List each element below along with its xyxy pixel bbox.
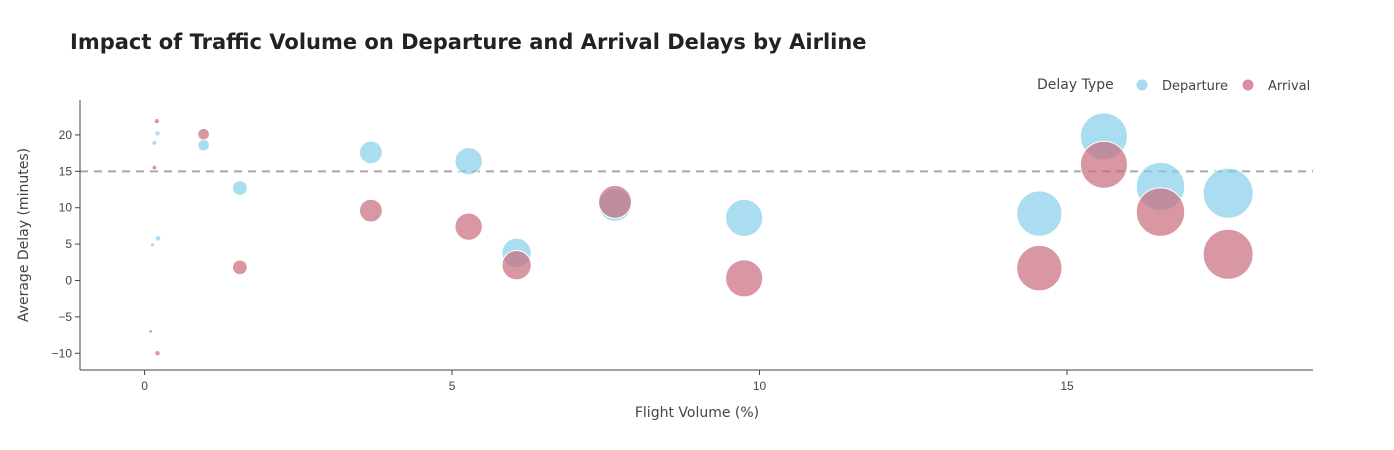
y-tick-label: 20 bbox=[59, 128, 73, 142]
legend-label-arrival: Arrival bbox=[1268, 79, 1310, 94]
point-departure[interactable] bbox=[231, 180, 248, 196]
point-arrival[interactable] bbox=[1079, 140, 1128, 189]
point-departure[interactable] bbox=[149, 242, 156, 248]
x-tick-label: 15 bbox=[1060, 379, 1074, 393]
x-axis-title: Flight Volume (%) bbox=[635, 405, 759, 421]
axes: 0 5 10 15 −10 −5 0 5 10 15 20 bbox=[52, 100, 1313, 393]
y-axis-title: Average Delay (minutes) bbox=[16, 148, 32, 322]
point-arrival[interactable] bbox=[598, 184, 632, 219]
point-departure[interactable] bbox=[358, 140, 383, 165]
y-tick-label: −5 bbox=[58, 310, 72, 324]
series-arrival bbox=[148, 117, 1254, 357]
point-arrival[interactable] bbox=[197, 127, 210, 141]
point-arrival[interactable] bbox=[154, 350, 161, 357]
point-arrival[interactable] bbox=[454, 212, 483, 241]
point-arrival[interactable] bbox=[501, 250, 532, 281]
point-arrival[interactable] bbox=[148, 329, 154, 334]
y-tick-label: 0 bbox=[65, 273, 72, 287]
point-arrival[interactable] bbox=[1202, 228, 1254, 280]
legend: Delay Type Departure Arrival bbox=[1037, 77, 1310, 94]
point-departure[interactable] bbox=[454, 146, 483, 176]
point-departure[interactable] bbox=[151, 140, 158, 146]
point-departure[interactable] bbox=[154, 234, 162, 242]
point-arrival[interactable] bbox=[1016, 244, 1063, 292]
point-departure[interactable] bbox=[154, 130, 161, 137]
point-arrival[interactable] bbox=[1135, 187, 1186, 237]
point-departure[interactable] bbox=[1016, 190, 1063, 237]
series-departure bbox=[149, 112, 1254, 268]
point-arrival[interactable] bbox=[153, 117, 161, 125]
legend-label-departure: Departure bbox=[1162, 79, 1228, 94]
x-tick-label: 10 bbox=[753, 379, 767, 393]
point-arrival[interactable] bbox=[231, 259, 248, 276]
legend-title: Delay Type bbox=[1037, 77, 1114, 93]
y-tick-label: 15 bbox=[59, 164, 73, 178]
point-departure[interactable] bbox=[725, 198, 764, 237]
point-arrival[interactable] bbox=[151, 164, 158, 171]
y-tick-label: 5 bbox=[65, 237, 72, 251]
point-arrival[interactable] bbox=[725, 259, 764, 298]
y-tick-label: −10 bbox=[52, 346, 73, 360]
legend-marker-departure bbox=[1136, 79, 1148, 91]
point-departure[interactable] bbox=[197, 138, 210, 152]
x-tick-label: 5 bbox=[449, 379, 456, 393]
points-layer bbox=[148, 112, 1254, 357]
x-tick-label: 0 bbox=[141, 379, 148, 393]
point-arrival[interactable] bbox=[358, 198, 383, 223]
chart-title: Impact of Traffic Volume on Departure an… bbox=[70, 30, 867, 54]
y-tick-label: 10 bbox=[59, 201, 73, 215]
legend-marker-arrival bbox=[1242, 79, 1254, 91]
point-departure[interactable] bbox=[1202, 167, 1254, 219]
